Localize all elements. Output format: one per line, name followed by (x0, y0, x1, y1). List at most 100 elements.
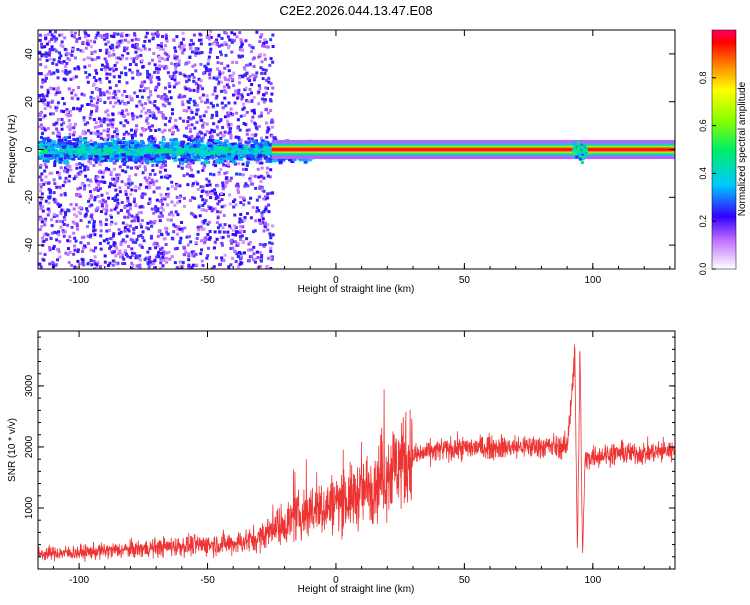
x-tick-label: -50 (200, 575, 215, 586)
noise-cell (269, 109, 273, 113)
noise-cell (145, 69, 149, 73)
noise-cell (75, 163, 79, 167)
noise-cell (98, 88, 102, 92)
noise-cell (203, 164, 207, 168)
noise-cell (178, 72, 182, 76)
noise-cell (64, 176, 68, 180)
noise-cell (239, 138, 243, 142)
noise-cell (180, 95, 184, 99)
noise-cell (102, 91, 106, 95)
noise-cell (93, 125, 97, 129)
noise-cell (147, 265, 151, 269)
noise-cell (128, 174, 132, 178)
noise-cell (74, 239, 78, 243)
noise-cell (176, 213, 180, 217)
noise-cell (234, 226, 238, 230)
noise-cell (196, 225, 200, 229)
band-cell (204, 149, 209, 153)
noise-cell (115, 247, 119, 251)
noise-cell (52, 191, 56, 195)
noise-cell (167, 101, 171, 105)
band-cell (144, 154, 149, 158)
noise-cell (48, 171, 52, 175)
band-cell (44, 137, 49, 141)
noise-cell (173, 261, 177, 265)
noise-cell (170, 200, 174, 204)
noise-cell (164, 243, 168, 247)
noise-cell (180, 42, 184, 46)
noise-cell (212, 173, 216, 177)
noise-cell (164, 226, 168, 230)
noise-cell (93, 188, 97, 192)
noise-cell (115, 173, 119, 177)
band-cell (58, 160, 63, 164)
noise-cell (103, 260, 107, 264)
noise-cell (229, 226, 233, 230)
noise-cell (240, 97, 244, 101)
noise-cell (93, 198, 97, 202)
noise-cell (261, 220, 265, 224)
band-cell (173, 137, 178, 141)
noise-cell (101, 198, 105, 202)
noise-cell (200, 220, 204, 224)
noise-cell (187, 124, 191, 128)
band-cell (58, 151, 63, 155)
noise-cell (48, 190, 52, 194)
noise-cell (116, 211, 120, 215)
noise-cell (213, 89, 217, 93)
noise-cell (154, 129, 158, 133)
noise-cell (241, 173, 245, 177)
noise-cell (161, 35, 165, 39)
noise-cell (159, 261, 163, 265)
noise-cell (73, 67, 77, 71)
noise-cell (48, 105, 52, 109)
noise-cell (139, 183, 143, 187)
noise-cell (215, 237, 219, 241)
noise-cell (105, 204, 109, 208)
noise-cell (119, 57, 123, 61)
noise-cell (112, 243, 116, 247)
noise-cell (66, 253, 70, 257)
noise-cell (70, 30, 74, 34)
noise-cell (149, 236, 153, 240)
noise-cell (155, 163, 159, 167)
noise-cell (234, 240, 238, 244)
noise-cell (248, 43, 252, 47)
noise-cell (99, 118, 103, 122)
noise-cell (112, 69, 116, 73)
noise-cell (108, 228, 112, 232)
noise-cell (164, 195, 168, 199)
noise-cell (237, 184, 241, 188)
noise-cell (200, 131, 204, 135)
noise-cell (265, 194, 269, 198)
noise-cell (65, 108, 69, 112)
noise-cell (237, 242, 241, 246)
noise-cell (202, 136, 206, 140)
noise-cell (133, 91, 137, 95)
noise-cell (46, 127, 50, 131)
noise-cell (200, 137, 204, 141)
noise-cell (73, 248, 77, 252)
noise-cell (261, 243, 265, 247)
noise-cell (196, 232, 200, 236)
band-cell (138, 153, 143, 157)
band-cell (206, 147, 211, 151)
noise-cell (216, 216, 220, 220)
noise-cell (171, 132, 175, 136)
noise-cell (251, 182, 255, 186)
noise-cell (58, 255, 62, 259)
noise-cell (151, 169, 155, 173)
noise-cell (114, 67, 118, 71)
noise-cell (267, 127, 271, 131)
noise-cell (160, 214, 164, 218)
noise-cell (148, 260, 152, 264)
band-cell (83, 154, 88, 158)
noise-cell (87, 103, 91, 107)
noise-cell (106, 127, 110, 131)
noise-cell (153, 219, 157, 223)
noise-cell (134, 189, 138, 193)
noise-cell (166, 203, 170, 207)
noise-cell (56, 101, 60, 105)
band-cell (169, 148, 174, 152)
noise-cell (226, 46, 230, 50)
